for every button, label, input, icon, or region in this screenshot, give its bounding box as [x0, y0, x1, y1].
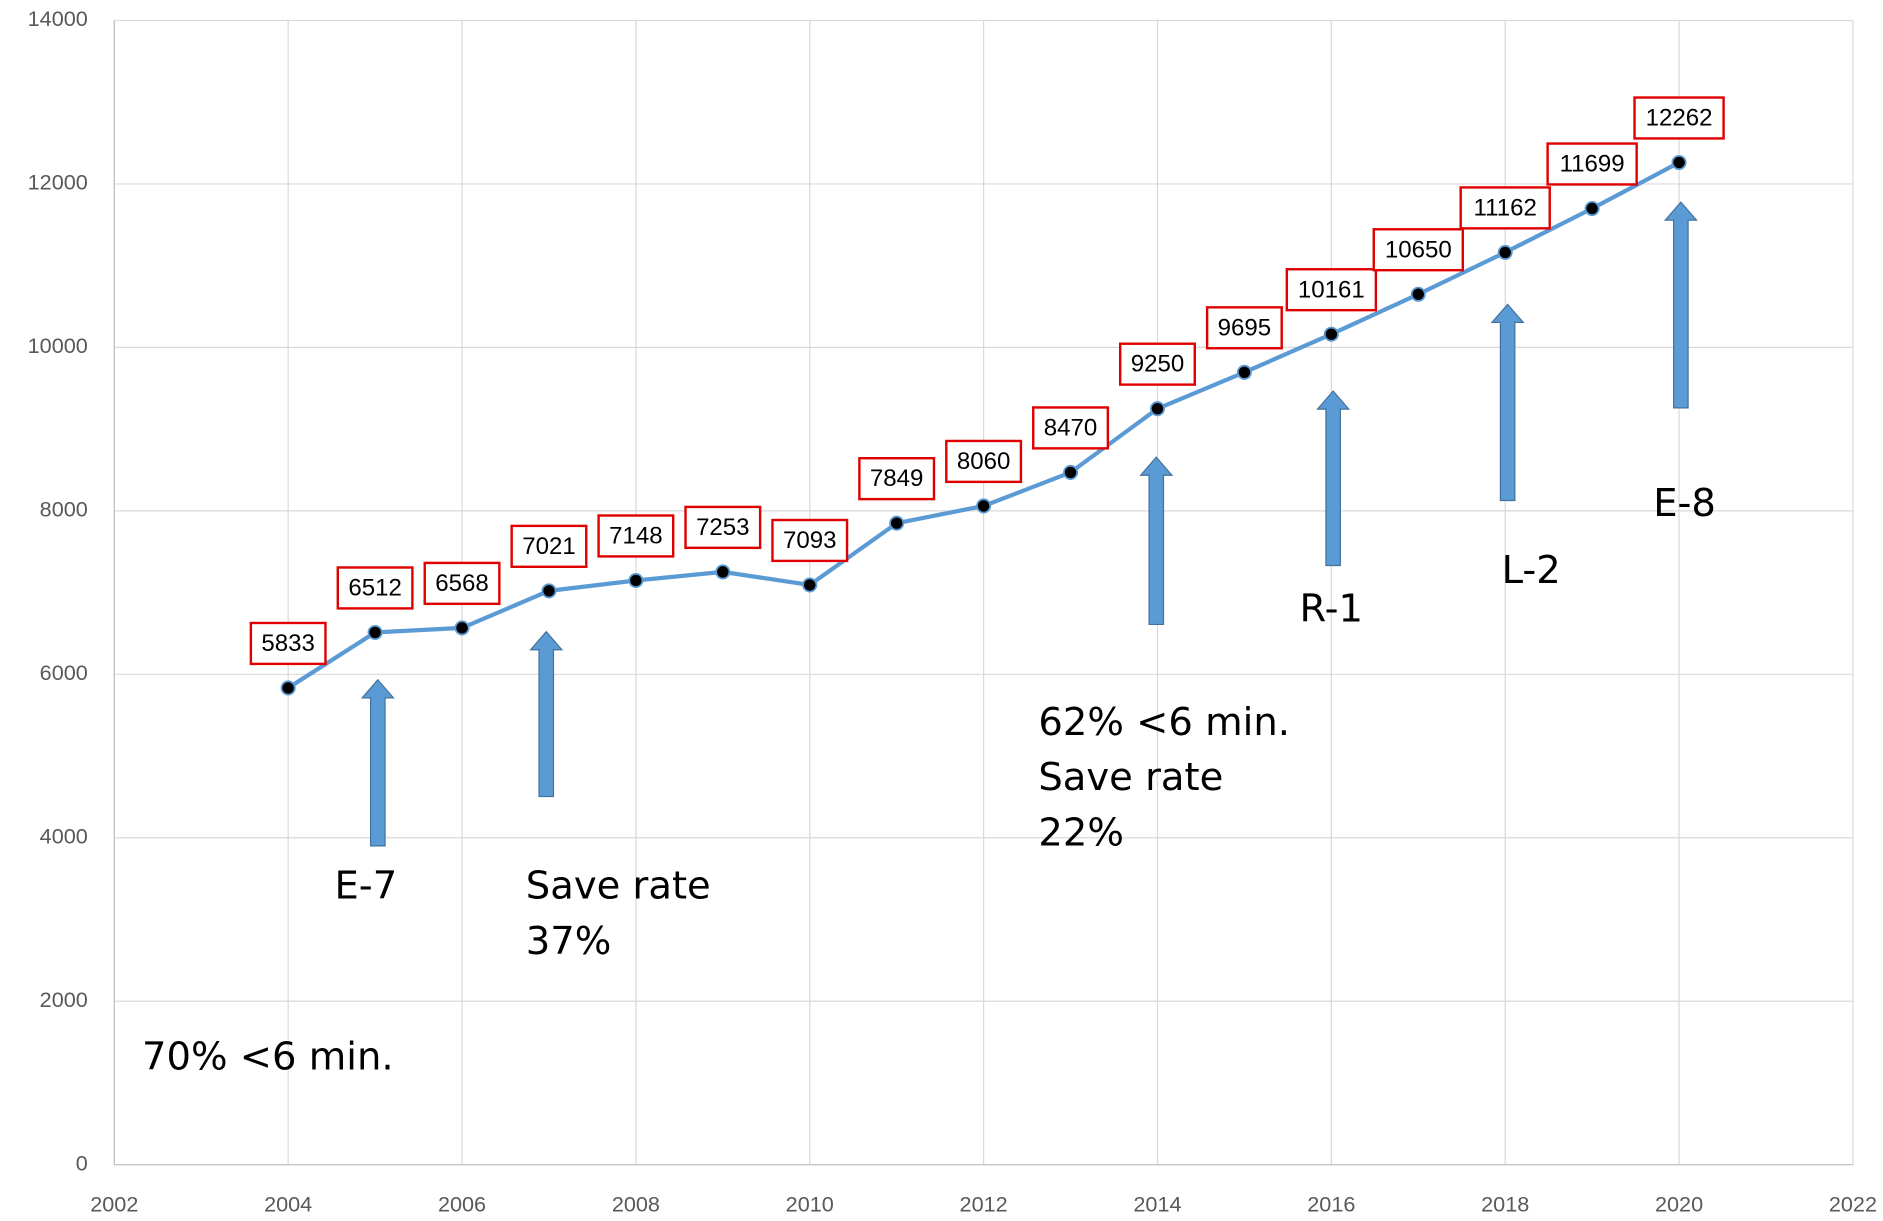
marker [1410, 286, 1426, 302]
x-tick-label: 2022 [1829, 1191, 1877, 1216]
y-tick-label: 4000 [40, 823, 88, 848]
marker [976, 498, 992, 514]
y-tick-label: 0 [76, 1150, 88, 1175]
y-tick-label: 14000 [28, 6, 88, 31]
annotation: 22% [1038, 811, 1124, 856]
data-label-box [771, 518, 849, 563]
data-label: 10161 [1298, 276, 1365, 303]
data-label: 11162 [1474, 194, 1537, 221]
marker [628, 572, 644, 588]
data-label: 12262 [1646, 105, 1713, 132]
marker [715, 564, 731, 580]
x-tick-label: 2004 [264, 1191, 312, 1216]
data-label-box [249, 621, 327, 666]
data-label-box [1546, 142, 1638, 186]
data-label-box [597, 514, 675, 558]
data-label: 8060 [957, 448, 1011, 475]
marker [454, 620, 470, 636]
annotation: 62% <6 min. [1038, 700, 1290, 745]
marker [1149, 401, 1165, 417]
annotation: E-7 [334, 863, 397, 908]
marker [1497, 244, 1513, 260]
arrow [1490, 303, 1525, 502]
y-tick-label: 6000 [40, 660, 88, 685]
y-tick-label: 8000 [40, 497, 88, 522]
data-label-box [1459, 186, 1551, 230]
marker [889, 515, 905, 531]
arrow [1663, 201, 1698, 409]
x-tick-label: 2014 [1133, 1191, 1181, 1216]
data-label: 7253 [696, 514, 750, 541]
plot: 0 2000 4000 6000 8000 10000 12000 14000 2002 2004… [28, 6, 1877, 1216]
marker [1671, 154, 1687, 171]
data-label: 8470 [1044, 414, 1098, 441]
x-tick-label: 2008 [612, 1191, 660, 1216]
y-tick-label: 10000 [28, 333, 88, 358]
data-label: 9695 [1218, 314, 1271, 341]
data-label: 5833 [261, 630, 315, 657]
marker [367, 624, 383, 640]
data-label: 7849 [870, 465, 924, 492]
data-label-box [684, 505, 762, 550]
x-tick-label: 2012 [960, 1191, 1008, 1216]
data-label-box [1205, 306, 1283, 350]
arrow [1139, 456, 1174, 626]
data-label-box [336, 566, 414, 610]
marker [1323, 326, 1339, 342]
annotation: 70% <6 min. [142, 1034, 394, 1079]
marker [802, 577, 818, 593]
data-label-box [1633, 96, 1725, 140]
data-label: 7148 [609, 523, 663, 550]
arrow [529, 630, 564, 798]
x-tick-label: 2018 [1481, 1191, 1529, 1216]
data-label: 9250 [1131, 351, 1185, 378]
data-label: 10650 [1385, 236, 1452, 263]
data-label-box [1285, 268, 1378, 312]
arrow [1316, 390, 1351, 567]
marker [280, 680, 296, 696]
x-tick-label: 2006 [438, 1191, 486, 1216]
data-label: 7093 [783, 527, 837, 554]
x-tick-label: 2020 [1655, 1191, 1703, 1216]
arrow [360, 678, 395, 847]
y-tick-label: 2000 [40, 987, 88, 1012]
annotation: L-2 [1502, 548, 1561, 593]
data-label-box [1372, 228, 1464, 272]
y-tick-label: 12000 [28, 170, 88, 195]
data-label-box [858, 457, 936, 501]
x-tick-label: 2010 [786, 1191, 834, 1216]
data-label-box [1118, 342, 1196, 386]
data-label: 11699 [1560, 151, 1625, 178]
annotation: E-8 [1653, 481, 1716, 526]
data-label: 6568 [435, 570, 489, 597]
x-tick-label: 2002 [90, 1191, 138, 1216]
marker [1236, 364, 1252, 380]
x-tick-label: 2016 [1307, 1191, 1355, 1216]
data-label-box [1032, 406, 1110, 450]
marker [1584, 200, 1600, 217]
marker [1063, 464, 1079, 480]
annotation: R-1 [1299, 587, 1363, 632]
data-label-box [510, 524, 588, 568]
annotation: 37% [526, 919, 612, 964]
data-label: 6512 [348, 575, 401, 602]
annotation: Save rate [526, 863, 711, 908]
data-label-box [945, 439, 1023, 484]
data-label-box [423, 561, 501, 606]
marker [541, 583, 557, 599]
data-label: 7021 [522, 533, 576, 560]
annotation: Save rate [1038, 755, 1223, 800]
